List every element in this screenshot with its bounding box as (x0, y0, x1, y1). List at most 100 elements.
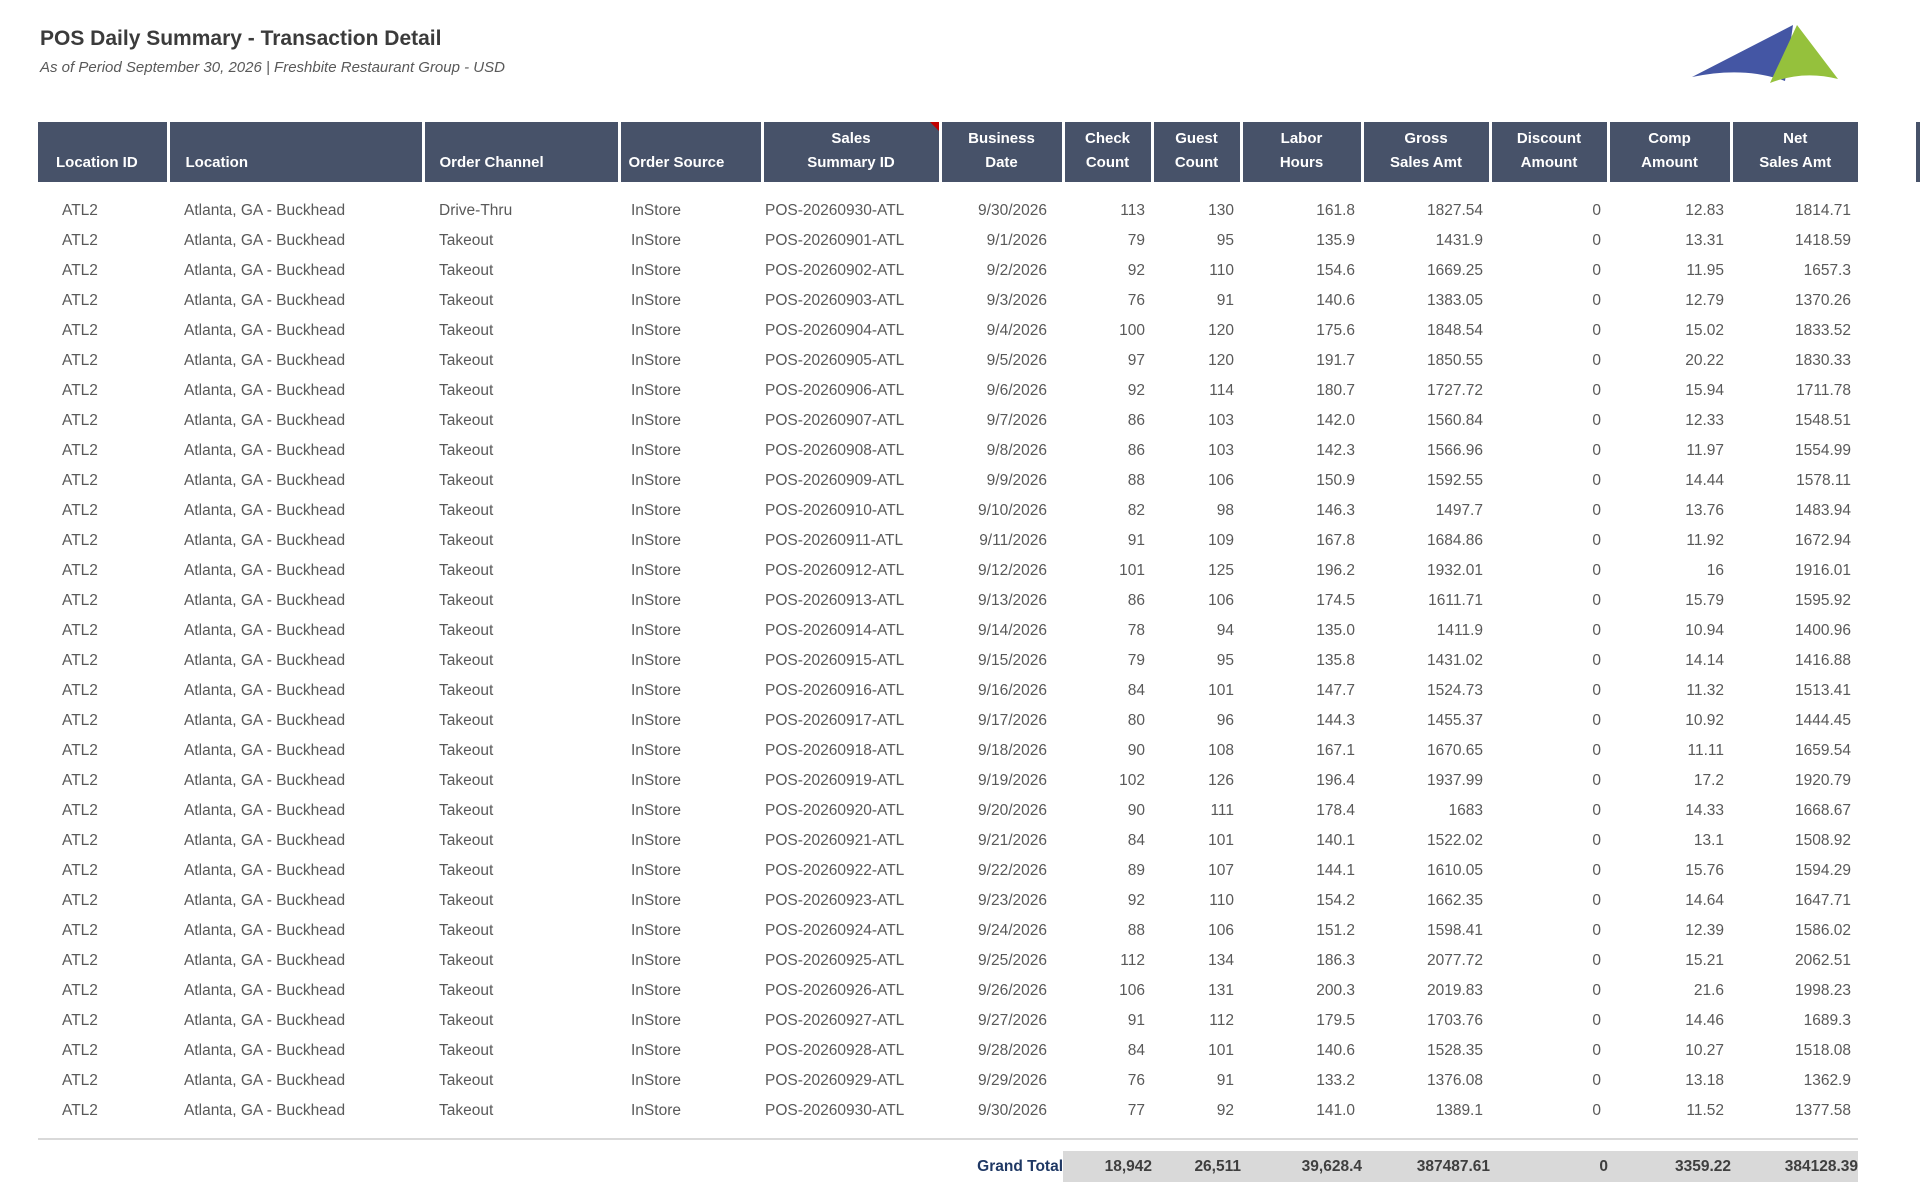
table-body: ATL2 Atlanta, GA - Buckhead Drive-Thru InSt… (38, 182, 1858, 1126)
cell-net_sales_amt: 1370.26 (1794, 292, 1851, 309)
cell-sales_summary_id: POS-20260923-ATL (765, 892, 905, 909)
table-footer: Grand Total 18,942 26,511 39,628.4 387487.6… (38, 1126, 1858, 1182)
cell-order_source: InStore (631, 712, 681, 729)
cell-labor_hours: 140.6 (1316, 1042, 1355, 1059)
column-header-guest_count: Guest Count (1152, 122, 1243, 182)
cell-order_channel: Takeout (439, 892, 494, 909)
column-header-sales_summary_id: Sales Summary ID (762, 122, 942, 182)
cell-labor_hours: 142.3 (1316, 442, 1355, 459)
cell-location_id: ATL2 (62, 502, 98, 519)
cell-guest_count: 101 (1208, 682, 1234, 699)
cell-discount_amount: 0 (1592, 772, 1601, 789)
cell-location_id: ATL2 (62, 562, 98, 579)
cell-discount_amount: 0 (1592, 202, 1601, 219)
table-header: Location ID Location Order Channel Order So… (38, 122, 1858, 182)
cell-guest_count: 112 (1209, 1012, 1234, 1029)
cell-order_channel: Takeout (439, 652, 494, 669)
cell-sales_summary_id: POS-20260916-ATL (765, 682, 905, 699)
cell-discount_amount: 0 (1592, 682, 1601, 699)
cell-comp_amount: 15.94 (1685, 382, 1724, 399)
cell-guest_count: 101 (1208, 1042, 1234, 1059)
cell-check_count: 84 (1127, 1042, 1145, 1059)
table-row: ATL2 Atlanta, GA - Buckhead Takeout InStore… (38, 286, 1858, 316)
cell-order_source: InStore (631, 682, 681, 699)
grand-total-discount_amount: 0 (1490, 1151, 1608, 1182)
column-header-labor_hours: Labor Hours (1241, 122, 1364, 182)
cell-comp_amount: 13.76 (1685, 502, 1724, 519)
cell-order_source: InStore (631, 862, 681, 879)
cell-order_source: InStore (631, 352, 681, 369)
cell-check_count: 77 (1127, 1102, 1145, 1119)
cell-check_count: 112 (1120, 952, 1145, 969)
cell-comp_amount: 10.94 (1685, 622, 1724, 639)
cell-order_channel: Takeout (439, 1102, 494, 1119)
total-divider-line (38, 1126, 1858, 1140)
cell-order_source: InStore (631, 502, 681, 519)
cell-comp_amount: 12.79 (1685, 292, 1724, 309)
cell-net_sales_amt: 1647.71 (1794, 892, 1851, 909)
cell-business_date: 9/28/2026 (978, 1042, 1047, 1059)
grand-total-comp_amount: 3359.22 (1608, 1151, 1731, 1182)
cell-business_date: 9/3/2026 (986, 292, 1047, 309)
clipped-next-column-sliver (1916, 122, 1920, 182)
cell-sales_summary_id: POS-20260905-ATL (765, 352, 905, 369)
cell-discount_amount: 0 (1592, 382, 1601, 399)
cell-order_source: InStore (631, 1102, 681, 1119)
cell-location_id: ATL2 (62, 472, 98, 489)
cell-order_channel: Takeout (439, 262, 494, 279)
cell-discount_amount: 0 (1592, 292, 1601, 309)
cell-gross_sales_amt: 1932.01 (1426, 562, 1483, 579)
cell-location: Atlanta, GA - Buckhead (184, 202, 346, 219)
cell-gross_sales_amt: 2077.72 (1426, 952, 1483, 969)
cell-gross_sales_amt: 1662.35 (1426, 892, 1483, 909)
cell-discount_amount: 0 (1592, 712, 1601, 729)
cell-order_channel: Takeout (439, 592, 494, 609)
cell-business_date: 9/27/2026 (978, 1012, 1047, 1029)
cell-order_source: InStore (631, 922, 681, 939)
cell-comp_amount: 13.31 (1685, 232, 1724, 249)
cell-comp_amount: 10.27 (1685, 1042, 1724, 1059)
cell-discount_amount: 0 (1592, 1012, 1601, 1029)
cell-sales_summary_id: POS-20260924-ATL (765, 922, 905, 939)
cell-business_date: 9/1/2026 (986, 232, 1047, 249)
cell-guest_count: 106 (1208, 592, 1234, 609)
cell-location: Atlanta, GA - Buckhead (184, 952, 346, 969)
cell-discount_amount: 0 (1592, 592, 1601, 609)
cell-location: Atlanta, GA - Buckhead (184, 532, 346, 549)
cell-discount_amount: 0 (1592, 862, 1601, 879)
cell-check_count: 100 (1119, 322, 1145, 339)
cell-location: Atlanta, GA - Buckhead (184, 1042, 346, 1059)
cell-business_date: 9/11/2026 (979, 532, 1047, 549)
cell-gross_sales_amt: 1703.76 (1426, 1012, 1483, 1029)
cell-order_source: InStore (631, 562, 681, 579)
column-header-label: Sales Summary ID (807, 130, 895, 171)
cell-business_date: 9/23/2026 (978, 892, 1047, 909)
table-row: ATL2 Atlanta, GA - Buckhead Takeout InStore… (38, 766, 1858, 796)
cell-discount_amount: 0 (1592, 1072, 1601, 1089)
cell-discount_amount: 0 (1592, 742, 1601, 759)
cell-check_count: 82 (1127, 502, 1145, 519)
cell-comp_amount: 12.39 (1685, 922, 1724, 939)
cell-net_sales_amt: 1668.67 (1794, 802, 1851, 819)
cell-business_date: 9/2/2026 (986, 262, 1047, 279)
cell-guest_count: 106 (1208, 472, 1234, 489)
cell-comp_amount: 21.6 (1693, 982, 1724, 999)
cell-check_count: 89 (1127, 862, 1145, 879)
cell-guest_count: 91 (1216, 1072, 1234, 1089)
cell-gross_sales_amt: 1497.7 (1435, 502, 1483, 519)
cell-business_date: 9/14/2026 (978, 622, 1047, 639)
column-header-location_id: Location ID (38, 122, 170, 182)
cell-business_date: 9/13/2026 (978, 592, 1047, 609)
cell-gross_sales_amt: 1431.02 (1426, 652, 1483, 669)
cell-sales_summary_id: POS-20260903-ATL (765, 292, 905, 309)
table-row: ATL2 Atlanta, GA - Buckhead Takeout InStore… (38, 526, 1858, 556)
cell-business_date: 9/16/2026 (978, 682, 1047, 699)
cell-location_id: ATL2 (62, 1012, 98, 1029)
column-header-business_date: Business Date (940, 122, 1065, 182)
grand-total-check_count: 18,942 (1063, 1151, 1152, 1182)
cell-gross_sales_amt: 1669.25 (1426, 262, 1483, 279)
cell-guest_count: 95 (1216, 652, 1234, 669)
cell-guest_count: 109 (1208, 532, 1234, 549)
cell-labor_hours: 140.6 (1316, 292, 1355, 309)
cell-labor_hours: 141.0 (1316, 1102, 1355, 1119)
